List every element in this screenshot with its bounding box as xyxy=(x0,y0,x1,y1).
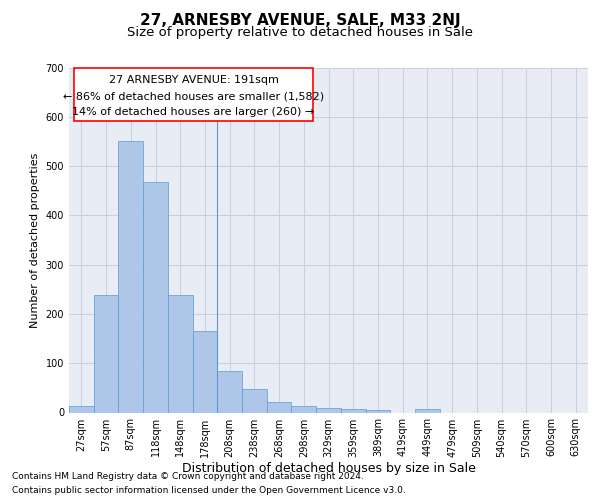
Text: 27, ARNESBY AVENUE, SALE, M33 2NJ: 27, ARNESBY AVENUE, SALE, M33 2NJ xyxy=(140,12,460,28)
Text: Size of property relative to detached houses in Sale: Size of property relative to detached ho… xyxy=(127,26,473,39)
Bar xyxy=(217,370,242,412)
Bar xyxy=(242,389,267,412)
Text: 14% of detached houses are larger (260) →: 14% of detached houses are larger (260) … xyxy=(73,108,314,118)
Bar xyxy=(168,295,193,412)
Bar xyxy=(365,410,390,412)
FancyBboxPatch shape xyxy=(74,68,313,121)
Bar xyxy=(267,402,292,412)
Text: 27 ARNESBY AVENUE: 191sqm: 27 ARNESBY AVENUE: 191sqm xyxy=(109,75,278,85)
Bar xyxy=(193,331,217,412)
Bar xyxy=(415,408,440,412)
X-axis label: Distribution of detached houses by size in Sale: Distribution of detached houses by size … xyxy=(182,462,475,475)
Bar xyxy=(118,142,143,412)
Bar xyxy=(341,408,365,412)
Text: Contains public sector information licensed under the Open Government Licence v3: Contains public sector information licen… xyxy=(12,486,406,495)
Y-axis label: Number of detached properties: Number of detached properties xyxy=(30,152,40,328)
Text: Contains HM Land Registry data © Crown copyright and database right 2024.: Contains HM Land Registry data © Crown c… xyxy=(12,472,364,481)
Bar xyxy=(94,295,118,412)
Bar xyxy=(292,406,316,412)
Bar xyxy=(316,408,341,412)
Text: ← 86% of detached houses are smaller (1,582): ← 86% of detached houses are smaller (1,… xyxy=(63,92,324,102)
Bar xyxy=(143,182,168,412)
Bar xyxy=(69,406,94,412)
